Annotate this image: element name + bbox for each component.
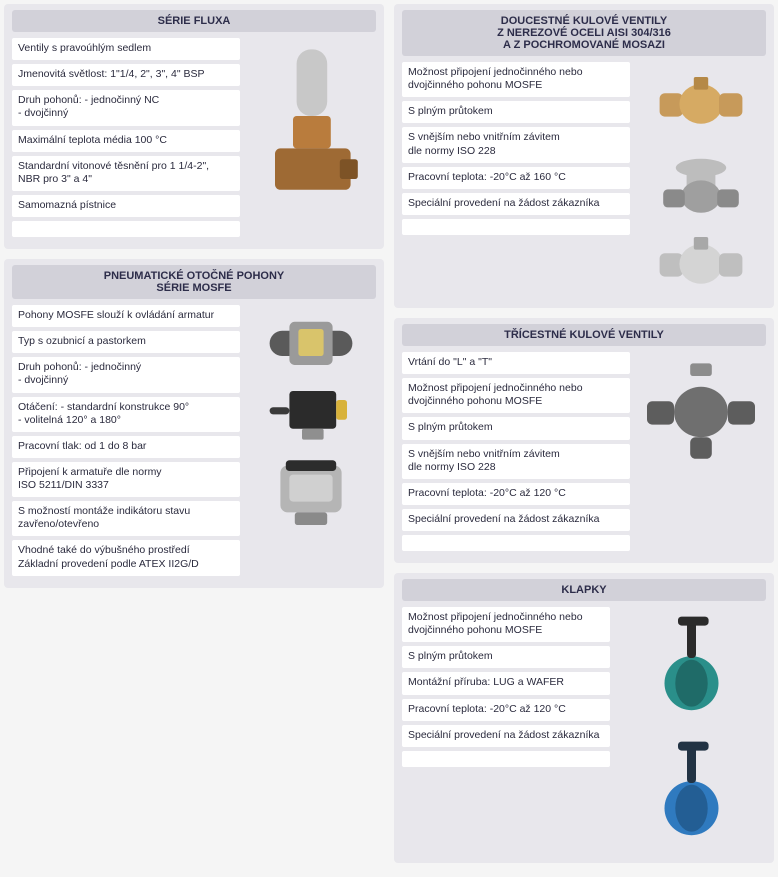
spec-row: Samomazná pístnice [12,195,240,217]
actuator-small-image [246,311,376,374]
spec-row: S vnějším nebo vnitřním závitemdle normy… [402,444,630,479]
spec-row: Druh pohonů: - jednočinný NC - dvojčinný [12,90,240,125]
spec-row: Speciální provedení na žádost zákazníka [402,725,610,747]
card-title-line: A Z POCHROMOVANÉ MOSAZI [408,39,760,51]
spec-row: Pracovní teplota: -20°C až 160 °C [402,167,630,189]
spec-row: S plným průtokem [402,646,610,668]
angle-valve-brass-image [246,44,376,206]
card-title-line: DOUCESTNÉ KULOVÉ VENTILY [408,15,760,27]
spec-row: Pracovní teplota: -20°C až 120 °C [402,699,610,721]
image-column [616,607,766,855]
card-ball3way: TŘÍCESTNÉ KULOVÉ VENTILY Vrtání do "L" a… [394,318,774,563]
card-fluxa: SÉRIE FLUXA Ventily s pravoúhlým sedlem J… [4,4,384,249]
card-header: TŘÍCESTNÉ KULOVÉ VENTILY [402,324,766,346]
spec-row [12,221,240,237]
image-column [636,352,766,466]
spec-row: Montážní příruba: LUG a WAFER [402,672,610,694]
spec-list: Pohony MOSFE slouží k ovládání armatur Ty… [12,305,240,580]
ball-valve-brass-image [636,68,766,140]
spec-row [402,751,610,767]
card-mosfe: PNEUMATICKÉ OTOČNÉ POHONYSÉRIE MOSFE Poh… [4,259,384,588]
card-title-line: PNEUMATICKÉ OTOČNÉ POHONY [18,270,370,282]
card-header: DOUCESTNÉ KULOVÉ VENTILYZ NEREZOVÉ OCELI… [402,10,766,56]
catalog-page: SÉRIE FLUXA Ventily s pravoúhlým sedlem J… [0,0,778,877]
card-body: Ventily s pravoúhlým sedlem Jmenovitá svě… [12,38,376,241]
left-column: SÉRIE FLUXA Ventily s pravoúhlým sedlem J… [4,4,384,873]
butterfly-blue-image [616,738,766,855]
spec-list: Vrtání do "L" a "T" Možnost připojení jed… [402,352,630,555]
spec-row: Ventily s pravoúhlým sedlem [12,38,240,60]
image-column [636,62,766,300]
right-column: DOUCESTNÉ KULOVÉ VENTILYZ NEREZOVÉ OCELI… [394,4,774,873]
spec-row: Speciální provedení na žádost zákazníka [402,509,630,531]
card-body: Vrtání do "L" a "T" Možnost připojení jed… [402,352,766,555]
card-body: Možnost připojení jednočinného nebodvojč… [402,607,766,855]
spec-row: Pracovní tlak: od 1 do 8 bar [12,436,240,458]
spec-list: Možnost připojení jednočinného nebodvojč… [402,62,630,239]
card-title-line: SÉRIE MOSFE [18,282,370,294]
spec-row [402,219,630,235]
card-title-line: KLAPKY [408,584,760,596]
butterfly-teal-image [616,613,766,730]
actuator-large-image [246,453,376,534]
card-ball2way: DOUCESTNÉ KULOVÉ VENTILYZ NEREZOVÉ OCELI… [394,4,774,308]
card-title-line: SÉRIE FLUXA [18,15,370,27]
spec-row: S plným průtokem [402,417,630,439]
image-column [246,38,376,206]
card-header: KLAPKY [402,579,766,601]
spec-list: Možnost připojení jednočinného nebodvojč… [402,607,610,771]
spec-row: S plným průtokem [402,101,630,123]
spec-row: S možností montáže indikátoru stavuzavře… [12,501,240,536]
spec-row: Otáčení: - standardní konstrukce 90° - v… [12,397,240,432]
card-header: SÉRIE FLUXA [12,10,376,32]
spec-row: Jmenovitá světlost: 1"1/4, 2", 3", 4" BS… [12,64,240,86]
card-title-line: Z NEREZOVÉ OCELI AISI 304/316 [408,27,760,39]
image-column [246,305,376,534]
card-title-line: TŘÍCESTNÉ KULOVÉ VENTILY [408,329,760,341]
spec-row: Možnost připojení jednočinného nebodvojč… [402,378,630,413]
spec-row: Možnost připojení jednočinného nebodvojč… [402,62,630,97]
spec-row: Možnost připojení jednočinného nebodvojč… [402,607,610,642]
ball-valve-flange-image [636,148,766,220]
spec-row: Vhodné také do výbušného prostředíZáklad… [12,540,240,575]
spec-row: S vnějším nebo vnitřním závitemdle normy… [402,127,630,162]
card-header: PNEUMATICKÉ OTOČNÉ POHONYSÉRIE MOSFE [12,265,376,299]
spec-row: Speciální provedení na žádost zákazníka [402,193,630,215]
spec-row: Typ s ozubnicí a pastorkem [12,331,240,353]
spec-row: Připojení k armatuře dle normyISO 5211/D… [12,462,240,497]
spec-row [402,535,630,551]
spec-row: Druh pohonů: - jednočinný - dvojčinný [12,357,240,392]
three-way-valve-image [636,358,766,466]
card-body: Možnost připojení jednočinného nebodvojč… [402,62,766,300]
spec-row: Pohony MOSFE slouží k ovládání armatur [12,305,240,327]
solenoid-box-image [246,382,376,445]
spec-row: Vrtání do "L" a "T" [402,352,630,374]
card-body: Pohony MOSFE slouží k ovládání armatur Ty… [12,305,376,580]
spec-row: Pracovní teplota: -20°C až 120 °C [402,483,630,505]
spec-row: Standardní vitonové těsnění pro 1 1/4-2"… [12,156,240,191]
spec-list: Ventily s pravoúhlým sedlem Jmenovitá svě… [12,38,240,241]
ball-valve-chrome-image [636,228,766,300]
spec-row: Maximální teplota média 100 °C [12,130,240,152]
card-klapky: KLAPKY Možnost připojení jednočinného ne… [394,573,774,863]
